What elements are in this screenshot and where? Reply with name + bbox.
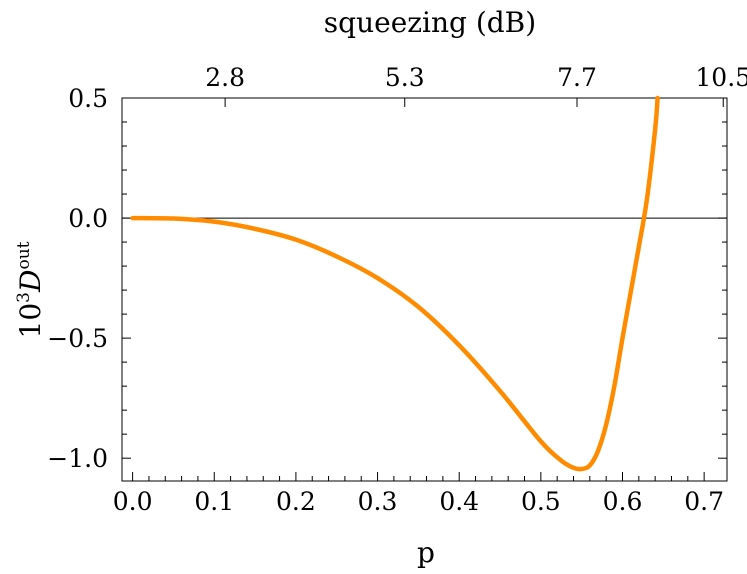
x-tick-label: 0.6 xyxy=(603,487,643,516)
y-tick-label: −0.5 xyxy=(47,324,108,353)
x-tick-label: 0.1 xyxy=(194,487,234,516)
x-axis-title: p xyxy=(417,536,435,569)
y-tick-label: 0.0 xyxy=(68,204,108,233)
x-tick-label: 0.0 xyxy=(113,487,153,516)
x-tick-label: 0.5 xyxy=(521,487,561,516)
top-tick-label: 7.7 xyxy=(557,63,597,92)
series-line-d-out xyxy=(130,95,660,472)
y-tick-label: −1.0 xyxy=(47,444,108,473)
plot-frame xyxy=(121,97,728,482)
x-tick-label: 0.2 xyxy=(276,487,316,516)
top-axis-title: squeezing (dB) xyxy=(324,6,536,39)
y-axis-title-exponent: 3 xyxy=(14,292,34,303)
x-tick-label: 0.7 xyxy=(684,487,724,516)
y-axis-title: 103Dout xyxy=(14,241,47,338)
y-axis-title-text: 103Dout xyxy=(14,241,47,338)
x-tick-label: 0.3 xyxy=(358,487,398,516)
top-tick-label: 10.5 xyxy=(695,63,747,92)
y-axis-title-superscript: out xyxy=(14,241,34,269)
y-axis-title-base: 10 xyxy=(14,303,47,339)
top-tick-label: 5.3 xyxy=(385,63,425,92)
y-axis-title-symbol: D xyxy=(14,270,47,293)
top-tick-label: 2.8 xyxy=(205,63,245,92)
y-tick-label: 0.5 xyxy=(68,84,108,113)
tick-labels-layer: 0.0 0.1 0.2 0.3 0.4 0.5 0.6 0.7 −1.0 −0.5 0.0 0.5 2.… xyxy=(47,63,747,516)
x-tick-label: 0.4 xyxy=(439,487,479,516)
ticks-layer xyxy=(122,97,727,481)
